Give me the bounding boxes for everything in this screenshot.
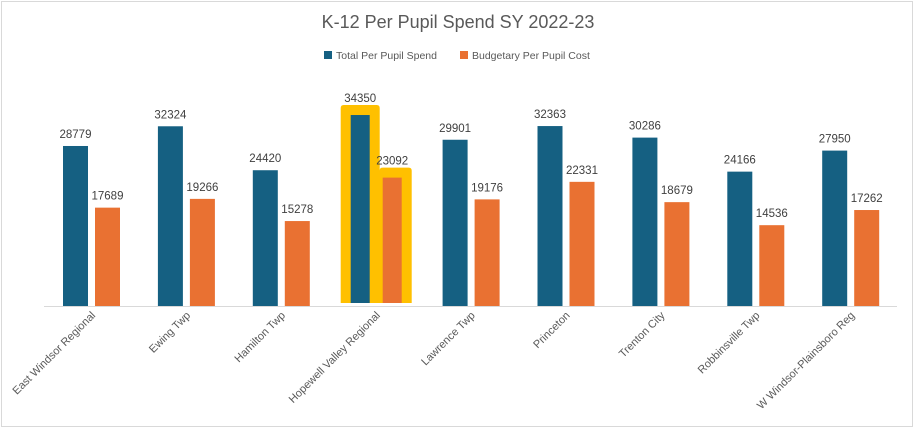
data-label: 32324 (154, 109, 187, 121)
data-label: 17689 (92, 191, 124, 203)
category-labels: East Windsor Regional Ewing Twp Hamilton T… (11, 309, 858, 412)
bar-budgetary-per-pupil-cost (189, 198, 215, 306)
data-label: 14536 (756, 208, 788, 220)
bar-total-per-pupil-spend (727, 171, 753, 306)
category-label: Princeton (531, 310, 572, 351)
data-label: 23092 (376, 156, 408, 168)
data-label: 24420 (249, 153, 281, 165)
data-label: 15278 (281, 204, 313, 216)
bar-budgetary-per-pupil-cost (854, 210, 880, 306)
category-label: East Windsor Regional (11, 310, 99, 398)
bar-total-per-pupil-spend (442, 139, 468, 306)
data-label: 27950 (819, 134, 851, 146)
bar-budgetary-per-pupil-cost (95, 207, 120, 306)
bar-budgetary-per-pupil-cost (284, 221, 310, 306)
category-label: Trenton City (617, 309, 668, 360)
category-label: W Windsor-Plainsboro Reg (755, 310, 857, 412)
data-label: 28779 (60, 129, 92, 141)
category-label: Lawrence Twp (419, 310, 478, 369)
category-label: Ewing Twp (147, 310, 193, 356)
bar-budgetary-per-pupil-cost (382, 177, 402, 303)
data-label: 34350 (344, 93, 376, 105)
bar-total-per-pupil-spend (822, 150, 848, 306)
bar-budgetary-per-pupil-cost (664, 202, 690, 306)
bar-total-per-pupil-spend (252, 170, 278, 306)
bar-total-per-pupil-spend (537, 126, 563, 306)
legend-swatch-budgetary (460, 51, 468, 59)
data-label: 29901 (439, 123, 471, 135)
data-label: 24166 (724, 155, 756, 167)
legend-label-budgetary: Budgetary Per Pupil Cost (472, 50, 590, 62)
bar-total-per-pupil-spend (63, 145, 88, 306)
legend: Total Per Pupil Spend Budgetary Per Pupi… (324, 50, 590, 62)
bar-budgetary-per-pupil-cost (759, 225, 785, 306)
legend-label-total: Total Per Pupil Spend (336, 50, 437, 62)
bar-budgetary-per-pupil-cost (474, 199, 500, 306)
data-label: 18679 (661, 185, 693, 197)
data-label: 19176 (471, 182, 503, 194)
data-label: 19266 (186, 182, 218, 194)
category-label: Hopewell Valley Regional (287, 310, 383, 406)
bar-budgetary-per-pupil-cost (569, 181, 595, 306)
data-label: 17262 (851, 193, 883, 205)
bar-total-per-pupil-spend (350, 115, 370, 303)
legend-swatch-total (324, 51, 332, 59)
data-labels: 28779 17689 32324 19266 24420 15278 34350 23092… (60, 93, 883, 220)
bars (63, 115, 880, 306)
data-label: 22331 (566, 165, 598, 177)
bar-total-per-pupil-spend (632, 137, 658, 306)
bar-total-per-pupil-spend (157, 126, 183, 306)
category-label: Hamilton Twp (232, 310, 287, 365)
data-label: 32363 (534, 109, 566, 121)
category-label: Robbinsville Twp (696, 310, 763, 377)
chart-title: K-12 Per Pupil Spend SY 2022-23 (322, 12, 595, 32)
data-label: 30286 (629, 121, 661, 133)
